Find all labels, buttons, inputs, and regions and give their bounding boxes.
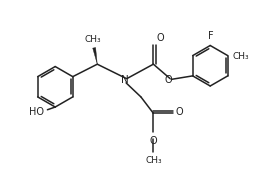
Text: O: O — [156, 33, 164, 43]
Text: CH₃: CH₃ — [145, 156, 162, 165]
Text: O: O — [175, 107, 183, 117]
Text: O: O — [150, 136, 157, 146]
Text: O: O — [164, 75, 172, 85]
Text: N: N — [121, 75, 129, 85]
Text: CH₃: CH₃ — [85, 35, 101, 44]
Polygon shape — [93, 47, 97, 64]
Text: CH₃: CH₃ — [232, 52, 249, 61]
Text: F: F — [208, 31, 214, 41]
Text: HO: HO — [28, 107, 44, 117]
